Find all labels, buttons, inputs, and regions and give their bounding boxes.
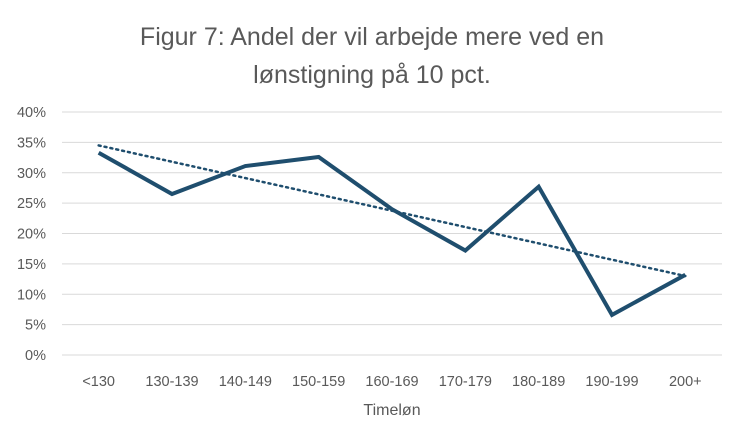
x-tick-label: 150-159 (292, 374, 345, 390)
y-tick-label: 30% (17, 166, 46, 182)
x-tick-label: 130-139 (145, 374, 198, 390)
y-tick-label: 35% (17, 135, 46, 151)
y-tick-label: 25% (17, 196, 46, 212)
y-tick-label: 5% (25, 318, 46, 334)
x-tick-label: <130 (82, 374, 115, 390)
gridlines (62, 111, 722, 356)
series-layer (97, 144, 687, 318)
y-tick-label: 20% (17, 227, 46, 243)
x-tick-label: 170-179 (439, 374, 492, 390)
x-tick-label: 140-149 (219, 374, 272, 390)
chart-title-line-2: lønstigning på 10 pct. (253, 61, 491, 89)
x-tick-label: 200+ (669, 374, 702, 390)
y-tick-label: 40% (17, 105, 46, 121)
x-tick-label: 180-189 (512, 374, 565, 390)
y-tick-label: 10% (17, 287, 46, 303)
x-tick-label: 190-199 (585, 374, 638, 390)
x-axis-label: Timeløn (363, 402, 420, 419)
x-axis-ticks: <130 130-139 140-149 150-159 160-169 170-179 1… (82, 374, 701, 390)
y-axis-ticks: 0% 5% 10% 15% 20% 25% 30% 35% 40% (17, 105, 46, 364)
y-tick-label: 15% (17, 257, 46, 273)
y-tick-label: 0% (25, 348, 46, 364)
chart-title-line-1: Figur 7: Andel der vil arbejde mere ved … (140, 23, 604, 51)
x-tick-label: 160-169 (365, 374, 418, 390)
